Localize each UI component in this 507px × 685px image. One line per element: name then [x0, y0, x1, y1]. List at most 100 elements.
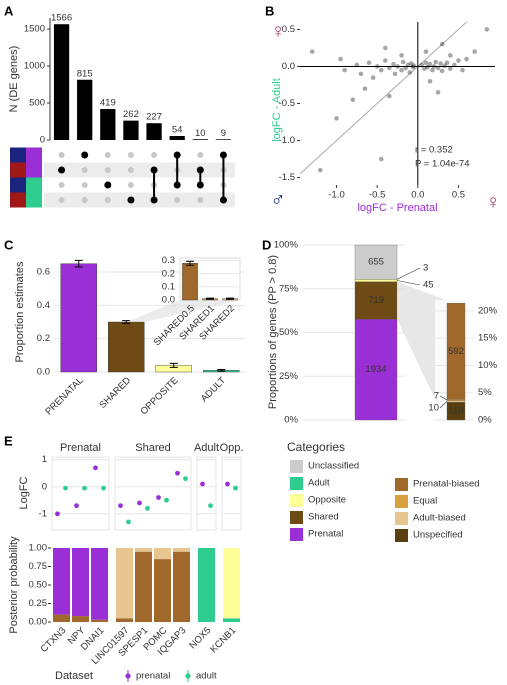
legend-label: Shared [308, 512, 339, 523]
y-tick-label: 0.0 [162, 295, 175, 306]
x-tick-label: KCNB1 [208, 625, 238, 655]
bar-segment [91, 619, 108, 622]
point [183, 476, 188, 482]
annotation: P = 1.04e-74 [415, 159, 470, 170]
y-tick-label: 50% [279, 327, 299, 338]
y-tick-label: 1 [42, 454, 47, 465]
y-tick-label: 0.6 [37, 267, 50, 278]
legend-label: Equal [413, 496, 437, 507]
y-tick-label: 0.00 [29, 617, 48, 628]
point [399, 67, 404, 73]
y-tick-label: 0.1 [162, 281, 175, 292]
facet-bg [51, 456, 110, 531]
y-tick-label: -0.5 [279, 98, 295, 109]
error-bar [186, 260, 194, 266]
point [145, 505, 150, 511]
y-tick-label: 0.5 [282, 24, 295, 35]
matrix-dot [196, 166, 204, 174]
axis-title: logFC - Prenatal [357, 202, 437, 214]
point [74, 503, 79, 509]
matrix-dot [127, 182, 134, 188]
point [370, 75, 376, 80]
axis-title: Proportions of genes (PP > 0.8) [267, 255, 279, 409]
bar-segment [173, 548, 190, 552]
axis-title: N (DE genes) [8, 46, 20, 113]
legend-label: adult [196, 671, 217, 682]
value-label: 9 [221, 128, 226, 139]
point [354, 62, 360, 68]
bar-segment [354, 244, 398, 280]
annotation: r = 0.352 [415, 145, 453, 156]
bar-segment [91, 548, 108, 620]
bar-segment [135, 551, 152, 622]
leader [396, 267, 421, 280]
facet-bg [221, 456, 242, 531]
point [338, 56, 343, 62]
bar-segment [223, 618, 240, 622]
y-tick-label: 0 [42, 481, 47, 492]
point [419, 62, 425, 68]
matrix-dot [127, 152, 134, 158]
matrix-dot [58, 182, 65, 188]
leader [396, 280, 421, 286]
value-label: 110 [448, 406, 463, 417]
bar-segment [72, 616, 89, 622]
value-label: 45 [423, 280, 434, 291]
point [378, 156, 384, 162]
point [350, 97, 356, 103]
legend-key [125, 673, 131, 679]
point [387, 93, 392, 99]
matrix-dot [173, 151, 181, 159]
point [233, 485, 238, 491]
point [82, 485, 87, 491]
panel-label: D [262, 237, 271, 252]
matrix-dot [58, 166, 66, 174]
y-tick-label: 0.2 [162, 268, 175, 279]
y-tick-label: -1.5 [279, 172, 295, 183]
legend-label: Prenatal-biased [413, 479, 480, 490]
set-box [10, 147, 26, 163]
matrix-dot [174, 197, 181, 203]
bar [146, 123, 162, 140]
point [442, 63, 447, 69]
set-box [10, 177, 26, 193]
x-tick-label: CTXN3 [39, 625, 69, 655]
matrix-dot [104, 197, 111, 203]
matrix-dot [104, 181, 112, 189]
value-label: 7 [434, 391, 439, 402]
value-label: 592 [448, 346, 464, 357]
row-band [44, 162, 235, 178]
bar-segment [354, 281, 398, 320]
point [427, 61, 433, 67]
matrix-dot [81, 151, 89, 159]
point [378, 67, 384, 73]
bar-segment [53, 614, 70, 622]
point [392, 71, 398, 77]
legend-swatch [395, 495, 408, 508]
value-label: 10 [195, 128, 206, 139]
bar [215, 139, 232, 140]
point [484, 27, 490, 32]
y-tick-label: 0% [478, 415, 492, 426]
y-tick-label: 5% [478, 387, 492, 398]
bar [77, 79, 93, 140]
bar-segment [446, 400, 466, 403]
legend-swatch [290, 511, 303, 524]
value-label: 419 [100, 98, 116, 109]
point [63, 485, 68, 491]
set-box [26, 177, 42, 193]
point [472, 49, 477, 54]
axis-title: Posterior probability [8, 536, 20, 634]
matrix-dot [150, 166, 158, 174]
legend-label: prenatal [136, 671, 170, 682]
point [175, 470, 180, 476]
y-tick-label: 20% [478, 305, 498, 316]
matrix-dot [104, 152, 111, 158]
x-tick-label: OPPOSITE [139, 375, 181, 417]
point [55, 511, 60, 517]
matrix-dot [150, 196, 158, 204]
error-bar [206, 297, 214, 300]
bar-segment [53, 548, 70, 615]
legend-swatch [395, 478, 408, 491]
